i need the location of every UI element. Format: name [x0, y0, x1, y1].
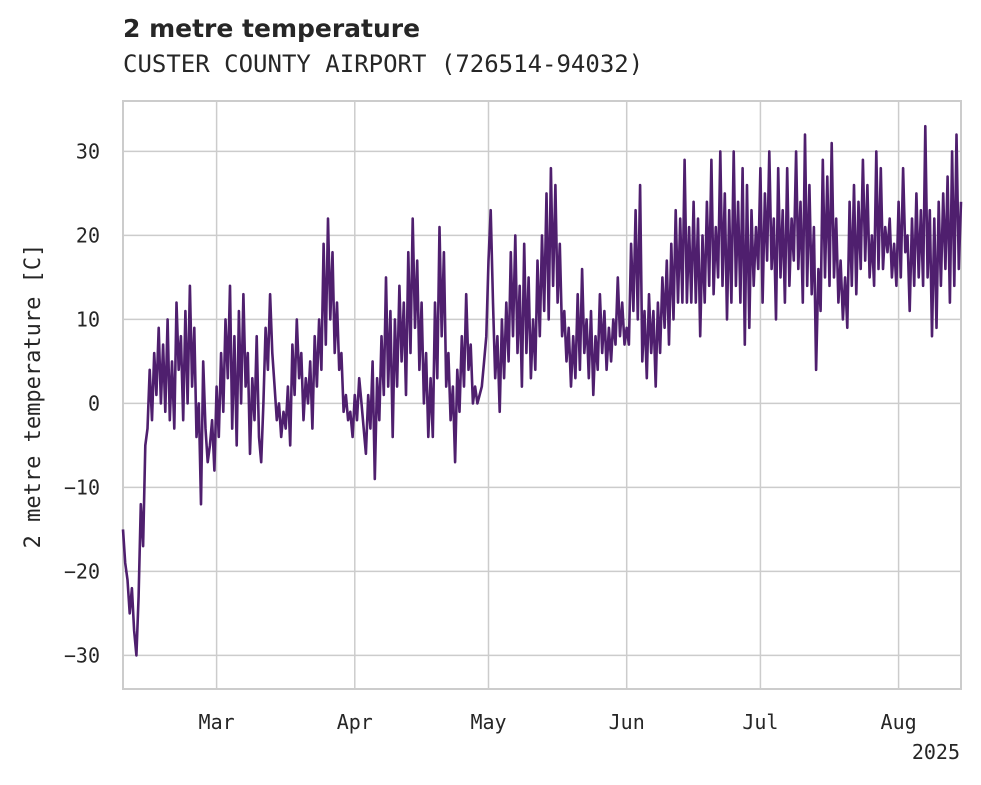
y-tick-label: −10: [64, 475, 100, 499]
temperature-series-line: [121, 124, 963, 657]
x-tick-label: Mar: [199, 710, 235, 734]
y-tick-label: 20: [76, 223, 100, 247]
x-tick-label: May: [470, 710, 506, 734]
chart-title: 2 metre temperature: [123, 14, 421, 43]
x-tick-label: Jul: [742, 710, 778, 734]
plot-frame: [122, 100, 962, 690]
y-tick-label: 10: [76, 307, 100, 331]
series-layer: [121, 124, 963, 657]
y-tick-label: 0: [88, 391, 100, 415]
y-tick-label: 30: [76, 139, 100, 163]
y-tick-label: −20: [64, 559, 100, 583]
tick-labels: −30 −20 −10 0 10 20 30 Mar Apr May Jun Jul Aug: [64, 139, 917, 734]
x-tick-label: Apr: [337, 710, 373, 734]
x-tick-label: Aug: [881, 710, 917, 734]
x-tick-label: Jun: [609, 710, 645, 734]
y-axis-label: 2 metre temperature [C]: [21, 244, 46, 549]
chart-subtitle: CUSTER COUNTY AIRPORT (726514-94032): [123, 50, 644, 78]
x-axis-year-label: 2025: [912, 740, 960, 764]
y-tick-label: −30: [64, 643, 100, 667]
